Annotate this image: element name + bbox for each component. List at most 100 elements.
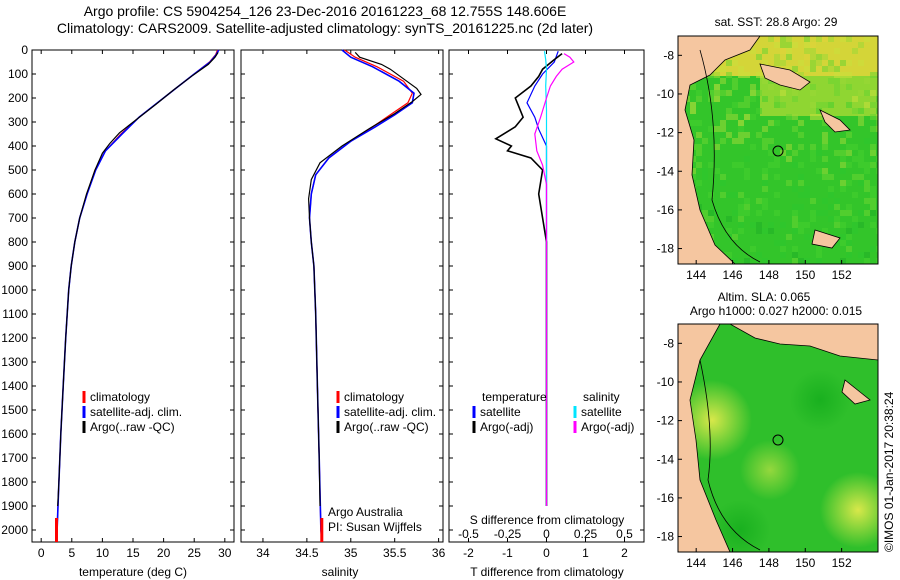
- sst-pixel: [876, 204, 878, 210]
- sst-pixel: [762, 228, 768, 234]
- sst-pixel: [840, 150, 846, 156]
- sst-pixel: [774, 36, 780, 42]
- sst-pixel: [840, 138, 846, 144]
- sst-pixel: [816, 150, 822, 156]
- sst-pixel: [810, 210, 816, 216]
- sst-pixel: [756, 54, 762, 60]
- sla-map-frame: [677, 323, 879, 553]
- sst-pixel: [744, 204, 750, 210]
- sst-pixel: [762, 168, 768, 174]
- sst-bathymetry: [699, 49, 761, 263]
- sst-pixel: [804, 222, 810, 228]
- sst-pixel: [876, 120, 878, 126]
- sst-pixel: [804, 66, 810, 72]
- legend-sat-label: satellite-adj. clim.: [344, 405, 436, 419]
- x-tick-label: 35.5: [383, 546, 407, 560]
- sst-pixel: [774, 192, 780, 198]
- sla-low-2: [710, 500, 770, 552]
- sst-pixel: [774, 102, 780, 108]
- sst-pixel: [774, 174, 780, 180]
- sst-pixel: [720, 78, 726, 84]
- sst-pixel: [870, 126, 876, 132]
- sst-pixel: [750, 114, 756, 120]
- sst-pixel: [774, 120, 780, 126]
- salinity-xlabel: salinity: [322, 565, 359, 579]
- sst-pixel: [846, 102, 852, 108]
- series-line-s-argo-adj-: [534, 53, 575, 506]
- map-lon-label: 148: [759, 556, 779, 570]
- sst-pixel: [768, 84, 774, 90]
- sst-pixel: [738, 66, 744, 72]
- sst-pixel: [870, 114, 876, 120]
- sst-pixel: [696, 150, 702, 156]
- sst-pixel: [786, 48, 792, 54]
- sst-pixel: [840, 180, 846, 186]
- sst-pixel: [732, 102, 738, 108]
- sst-pixel: [864, 78, 870, 84]
- sst-pixel: [738, 162, 744, 168]
- sst-pixel: [738, 210, 744, 216]
- sst-pixel: [876, 138, 878, 144]
- sst-pixel: [696, 96, 702, 102]
- sst-pixel: [762, 78, 768, 84]
- sst-pixel: [738, 72, 744, 78]
- sst-pixel: [798, 204, 804, 210]
- sst-pixel: [762, 186, 768, 192]
- sst-pixel: [858, 162, 864, 168]
- sst-pixel: [858, 252, 864, 258]
- sst-pixel: [876, 72, 878, 78]
- s-diff-tick-label: 0.25: [574, 527, 598, 541]
- sst-pixel: [864, 102, 870, 108]
- sst-pixel: [756, 108, 762, 114]
- sst-pixel: [780, 60, 786, 66]
- salinity-lines: [307, 49, 422, 542]
- sst-pixel: [864, 138, 870, 144]
- sst-pixel: [762, 258, 768, 264]
- sst-pixel: [702, 168, 708, 174]
- sst-pixel: [756, 132, 762, 138]
- sst-pixel: [834, 216, 840, 222]
- sst-pixel: [858, 174, 864, 180]
- x-tick-label: 5: [68, 546, 75, 560]
- sst-pixel: [870, 222, 876, 228]
- sst-pixel: [804, 54, 810, 60]
- sst-pixel: [726, 252, 732, 258]
- sst-pixel: [834, 222, 840, 228]
- sst-pixel: [786, 114, 792, 120]
- sst-pixel: [708, 96, 714, 102]
- sst-pixel: [714, 90, 720, 96]
- sst-pixel: [810, 42, 816, 48]
- series-line-climatology: [308, 49, 413, 540]
- sst-pixel: [726, 216, 732, 222]
- sst-pixel: [798, 72, 804, 78]
- x-tick-label: -1: [502, 546, 513, 560]
- sst-pixel: [726, 72, 732, 78]
- temperature-legend: climatology satellite-adj. clim. Argo(..…: [82, 390, 182, 434]
- sst-pixel: [780, 36, 786, 42]
- imos-watermark: ©IMOS 01-Jan-2017 20:38:24: [882, 391, 896, 552]
- sst-pixel: [780, 48, 786, 54]
- sst-pixel: [750, 144, 756, 150]
- sst-pixel: [726, 90, 732, 96]
- sst-pixel: [792, 258, 798, 264]
- sst-pixel: [834, 198, 840, 204]
- sst-pixel: [840, 156, 846, 162]
- sst-pixel: [816, 60, 822, 66]
- s-diff-tick-label: -0.25: [494, 527, 522, 541]
- sst-pixel: [828, 192, 834, 198]
- map-lat-label: -14: [657, 452, 675, 466]
- temperature-lines: [54, 49, 220, 542]
- sst-pixel: [876, 102, 878, 108]
- sst-pixel: [816, 36, 822, 42]
- sst-pixel: [762, 144, 768, 150]
- sst-pixel: [792, 210, 798, 216]
- sst-pixel: [744, 258, 750, 264]
- sst-pixel: [738, 132, 744, 138]
- sst-pixel: [876, 246, 878, 252]
- x-tick-label: 15: [126, 546, 140, 560]
- sst-pixel: [804, 192, 810, 198]
- sst-pixel: [876, 228, 878, 234]
- x-tick-label: 36: [432, 546, 446, 560]
- sst-pixel: [846, 60, 852, 66]
- sst-pixel: [810, 66, 816, 72]
